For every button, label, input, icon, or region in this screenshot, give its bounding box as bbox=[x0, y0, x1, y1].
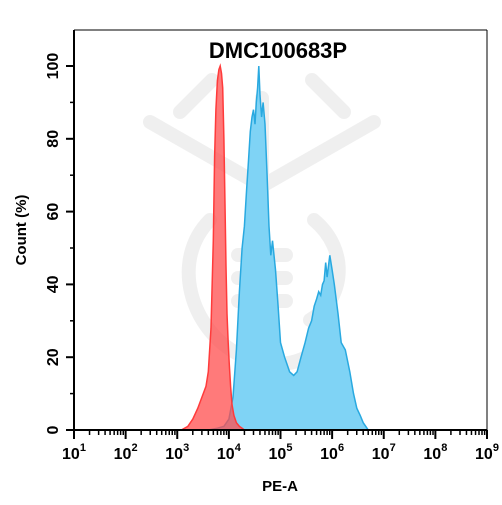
x-tick-label: 108 bbox=[423, 442, 447, 463]
x-tick-label: 107 bbox=[372, 442, 396, 463]
chart-title: DMC100683P bbox=[209, 38, 347, 63]
y-tick-label: 60 bbox=[45, 203, 62, 221]
x-tick-label: 109 bbox=[475, 442, 499, 463]
y-tick-label: 100 bbox=[45, 53, 62, 80]
y-tick-label: 80 bbox=[45, 130, 62, 148]
x-tick-label: 106 bbox=[320, 442, 344, 463]
series-1-area bbox=[178, 63, 247, 431]
series-2-area bbox=[208, 65, 370, 431]
x-tick-label: 104 bbox=[217, 442, 242, 463]
y-tick-label: 20 bbox=[45, 348, 62, 366]
series-layer bbox=[178, 63, 370, 431]
x-ticks: 101 102 103 104 105 106 107 108 109 bbox=[62, 430, 499, 463]
x-axis-title: PE-A bbox=[262, 478, 298, 495]
x-tick-label: 105 bbox=[269, 442, 293, 463]
x-tick-label: 103 bbox=[165, 442, 189, 463]
y-tick-label: 40 bbox=[45, 275, 62, 293]
y-ticks: 0 20 40 60 80 100 bbox=[45, 53, 74, 434]
y-tick-label: 0 bbox=[45, 425, 62, 434]
x-tick-label: 102 bbox=[114, 442, 138, 463]
y-axis-title: Count (%) bbox=[13, 195, 30, 266]
x-tick-label: 101 bbox=[62, 442, 86, 463]
